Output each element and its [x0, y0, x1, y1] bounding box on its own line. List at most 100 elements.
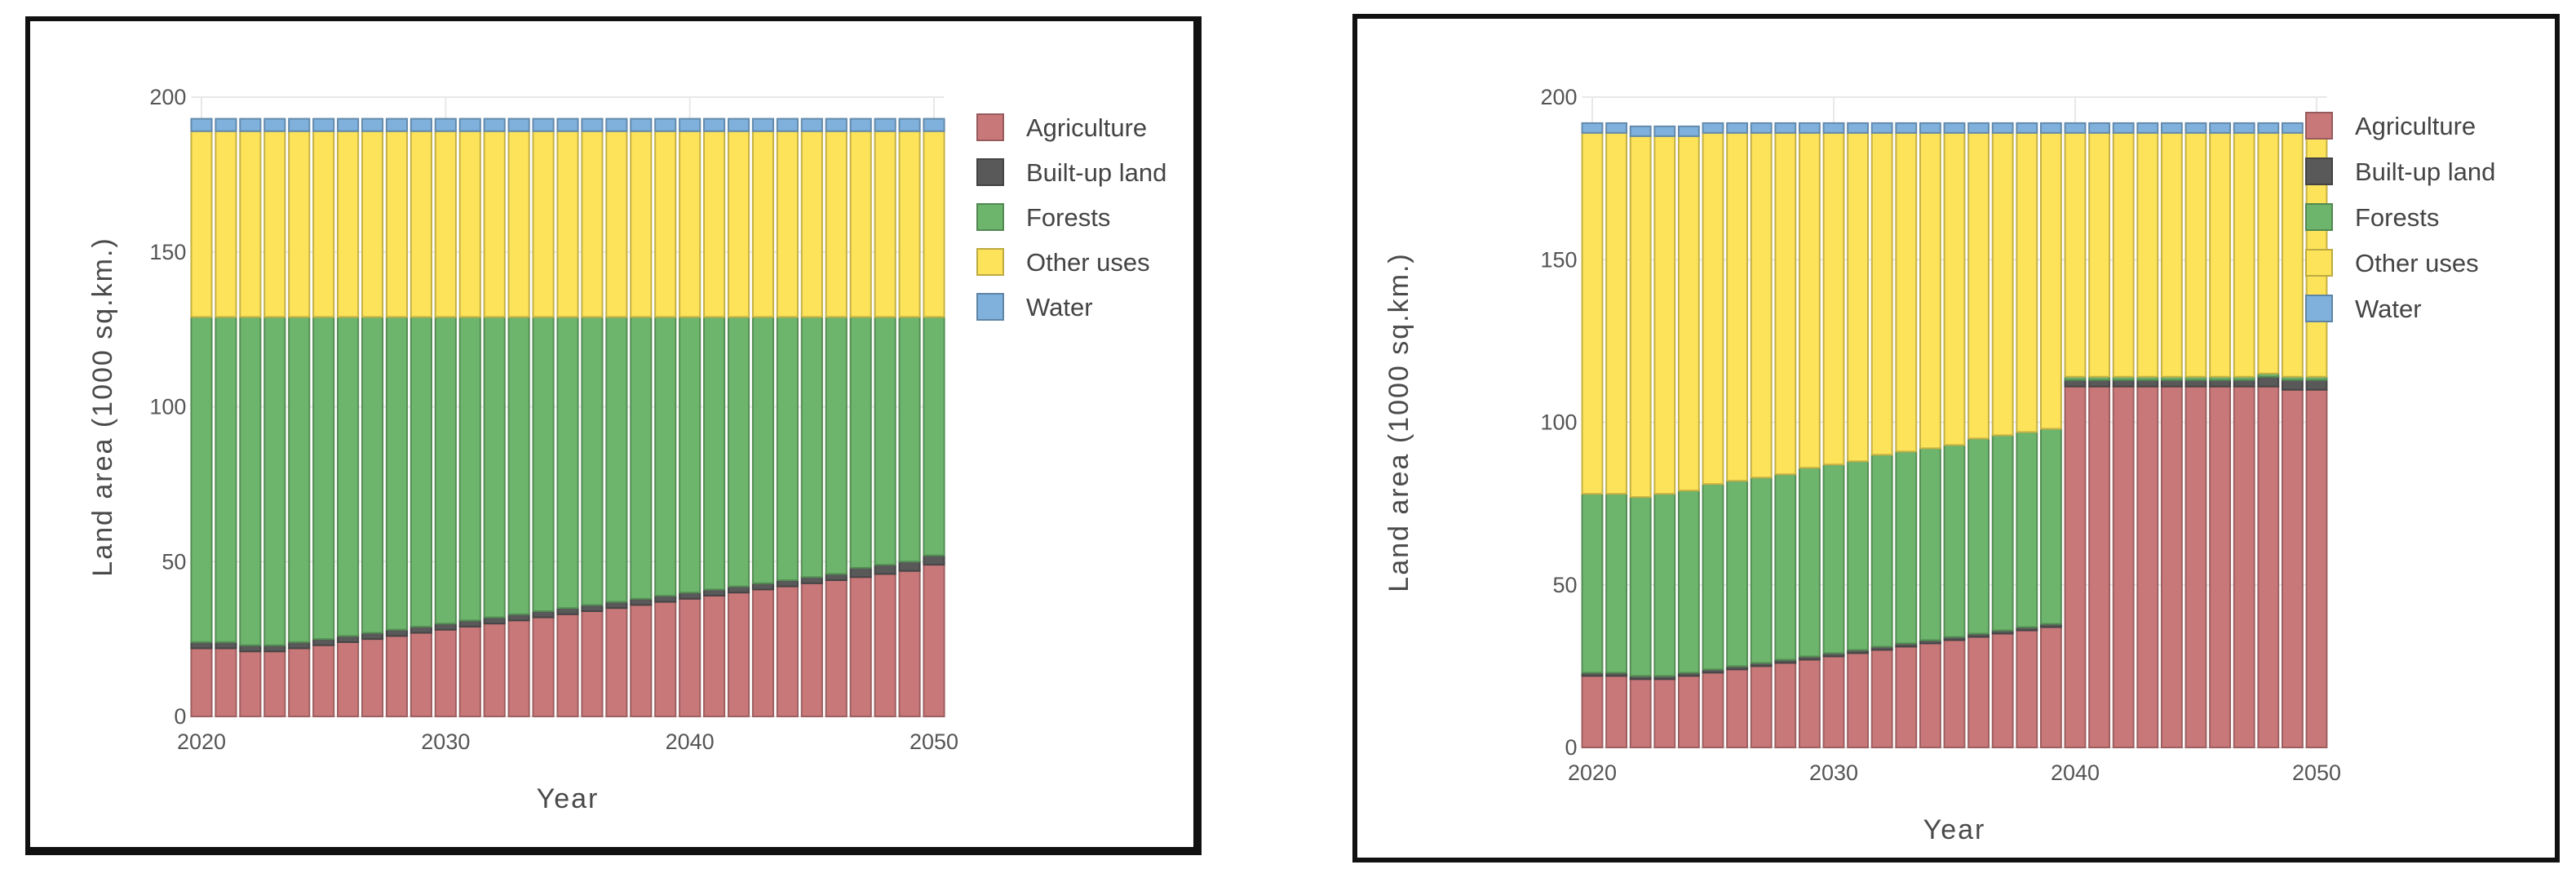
- bar-segment-water-2033[interactable]: [507, 118, 530, 132]
- bar-segment-other-uses-2027[interactable]: [361, 130, 384, 318]
- bar-segment-built-up-land-2046[interactable]: [825, 573, 848, 582]
- bar-segment-water-2030[interactable]: [1822, 122, 1845, 134]
- bar-segment-forests-2050[interactable]: [923, 316, 945, 557]
- bar-segment-other-uses-2040[interactable]: [679, 130, 702, 318]
- bar-segment-other-uses-2029[interactable]: [1798, 131, 1821, 469]
- bar-segment-agriculture-2033[interactable]: [1895, 645, 1918, 749]
- bar-segment-other-uses-2036[interactable]: [1967, 131, 1990, 440]
- bar-segment-water-2027[interactable]: [1750, 122, 1773, 134]
- bar-segment-other-uses-2038[interactable]: [630, 130, 653, 318]
- bar-segment-agriculture-2040[interactable]: [2064, 385, 2087, 748]
- bar-segment-agriculture-2039[interactable]: [2039, 626, 2062, 748]
- legend-item-forests[interactable]: Forests: [976, 203, 1110, 232]
- bar-segment-forests-2031[interactable]: [458, 316, 481, 622]
- bar-segment-water-2033[interactable]: [1895, 122, 1918, 134]
- bar-segment-water-2038[interactable]: [630, 118, 653, 132]
- bar-segment-water-2046[interactable]: [825, 118, 848, 132]
- bar-segment-built-up-land-2047[interactable]: [849, 566, 872, 579]
- bar-segment-other-uses-2032[interactable]: [1870, 131, 1893, 456]
- bar-segment-forests-2036[interactable]: [581, 316, 604, 606]
- bar-segment-built-up-land-2050[interactable]: [923, 554, 945, 566]
- bar-segment-built-up-land-2028[interactable]: [385, 628, 409, 637]
- bar-segment-water-2047[interactable]: [2233, 122, 2255, 134]
- bar-segment-agriculture-2037[interactable]: [605, 607, 628, 717]
- bar-segment-built-up-land-2038[interactable]: [630, 597, 653, 606]
- bar-segment-agriculture-2024[interactable]: [1677, 675, 1700, 749]
- bar-segment-water-2037[interactable]: [605, 118, 628, 132]
- bar-segment-forests-2030[interactable]: [434, 316, 457, 625]
- bar-segment-forests-2045[interactable]: [800, 316, 823, 579]
- bar-segment-forests-2041[interactable]: [703, 316, 726, 591]
- bar-segment-built-up-land-2039[interactable]: [654, 594, 677, 603]
- bar-segment-built-up-land-2049[interactable]: [898, 561, 921, 572]
- bar-segment-forests-2040[interactable]: [679, 316, 702, 594]
- bar-segment-forests-2027[interactable]: [361, 316, 384, 634]
- bar-segment-water-2038[interactable]: [2016, 122, 2038, 134]
- bar-segment-other-uses-2048[interactable]: [874, 130, 896, 318]
- bar-segment-agriculture-2024[interactable]: [288, 647, 311, 718]
- bar-segment-forests-2026[interactable]: [337, 316, 360, 637]
- bar-segment-agriculture-2045[interactable]: [800, 582, 823, 717]
- bar-segment-agriculture-2044[interactable]: [2160, 385, 2183, 748]
- bar-segment-other-uses-2046[interactable]: [825, 130, 848, 318]
- bar-segment-built-up-land-2025[interactable]: [312, 638, 335, 646]
- bar-segment-water-2034[interactable]: [1919, 122, 1941, 134]
- bar-segment-built-up-land-2034[interactable]: [532, 610, 555, 619]
- bar-segment-built-up-land-2048[interactable]: [874, 564, 896, 575]
- bar-segment-built-up-land-2050[interactable]: [2305, 379, 2328, 391]
- bar-segment-forests-2021[interactable]: [215, 316, 237, 643]
- bar-segment-other-uses-2033[interactable]: [507, 130, 530, 318]
- bar-segment-other-uses-2023[interactable]: [1653, 135, 1676, 495]
- bar-segment-agriculture-2034[interactable]: [532, 616, 555, 717]
- bar-segment-water-2045[interactable]: [2184, 122, 2207, 134]
- legend-item-water[interactable]: Water: [976, 293, 1093, 321]
- bar-segment-other-uses-2035[interactable]: [1943, 131, 1966, 446]
- bar-segment-other-uses-2025[interactable]: [312, 130, 335, 318]
- bar-segment-water-2050[interactable]: [923, 118, 945, 132]
- bar-segment-forests-2049[interactable]: [898, 316, 921, 563]
- bar-segment-agriculture-2023[interactable]: [1653, 678, 1676, 748]
- bar-segment-water-2049[interactable]: [898, 118, 921, 132]
- bar-segment-agriculture-2038[interactable]: [2016, 629, 2038, 748]
- bar-segment-agriculture-2021[interactable]: [1605, 675, 1628, 749]
- bar-segment-other-uses-2044[interactable]: [776, 130, 799, 318]
- bar-segment-forests-2033[interactable]: [507, 316, 530, 615]
- bar-segment-built-up-land-2047[interactable]: [2233, 379, 2255, 388]
- legend-item-built-up-land[interactable]: Built-up land: [976, 158, 1166, 187]
- bar-segment-built-up-land-2040[interactable]: [2064, 379, 2087, 388]
- bar-segment-built-up-land-2045[interactable]: [2184, 379, 2207, 388]
- bar-segment-other-uses-2028[interactable]: [1774, 131, 1797, 476]
- bar-segment-built-up-land-2037[interactable]: [605, 601, 628, 610]
- bar-segment-other-uses-2026[interactable]: [1726, 131, 1749, 482]
- bar-segment-water-2021[interactable]: [215, 118, 237, 132]
- bar-segment-built-up-land-2048[interactable]: [2257, 375, 2280, 388]
- bar-segment-built-up-land-2042[interactable]: [727, 585, 750, 594]
- bar-segment-water-2046[interactable]: [2209, 122, 2232, 134]
- bar-segment-water-2043[interactable]: [751, 118, 775, 132]
- bar-segment-water-2022[interactable]: [1629, 125, 1652, 137]
- bar-segment-other-uses-2031[interactable]: [1847, 131, 1870, 463]
- bar-segment-built-up-land-2041[interactable]: [703, 588, 726, 596]
- bar-segment-water-2036[interactable]: [581, 118, 604, 132]
- bar-segment-other-uses-2047[interactable]: [2233, 131, 2255, 378]
- bar-segment-built-up-land-2024[interactable]: [288, 641, 311, 650]
- bar-segment-agriculture-2027[interactable]: [1750, 665, 1773, 748]
- bar-segment-other-uses-2021[interactable]: [1605, 131, 1628, 495]
- bar-segment-agriculture-2047[interactable]: [2233, 385, 2255, 748]
- bar-segment-other-uses-2041[interactable]: [703, 130, 726, 318]
- bar-segment-agriculture-2026[interactable]: [1726, 668, 1749, 748]
- bar-segment-agriculture-2048[interactable]: [874, 573, 896, 717]
- bar-segment-forests-2039[interactable]: [654, 316, 677, 596]
- bar-segment-other-uses-2042[interactable]: [2112, 131, 2135, 378]
- bar-segment-agriculture-2042[interactable]: [727, 592, 750, 718]
- bar-segment-agriculture-2046[interactable]: [825, 579, 848, 718]
- bar-segment-other-uses-2029[interactable]: [409, 130, 432, 318]
- bar-segment-water-2031[interactable]: [1847, 122, 1870, 134]
- bar-segment-forests-2035[interactable]: [1943, 444, 1966, 638]
- bar-segment-built-up-land-2030[interactable]: [434, 623, 457, 631]
- bar-segment-other-uses-2046[interactable]: [2209, 131, 2232, 378]
- bar-segment-water-2044[interactable]: [776, 118, 799, 132]
- bar-segment-agriculture-2042[interactable]: [2112, 385, 2135, 748]
- bar-segment-agriculture-2036[interactable]: [581, 610, 604, 717]
- bar-segment-agriculture-2028[interactable]: [385, 635, 409, 718]
